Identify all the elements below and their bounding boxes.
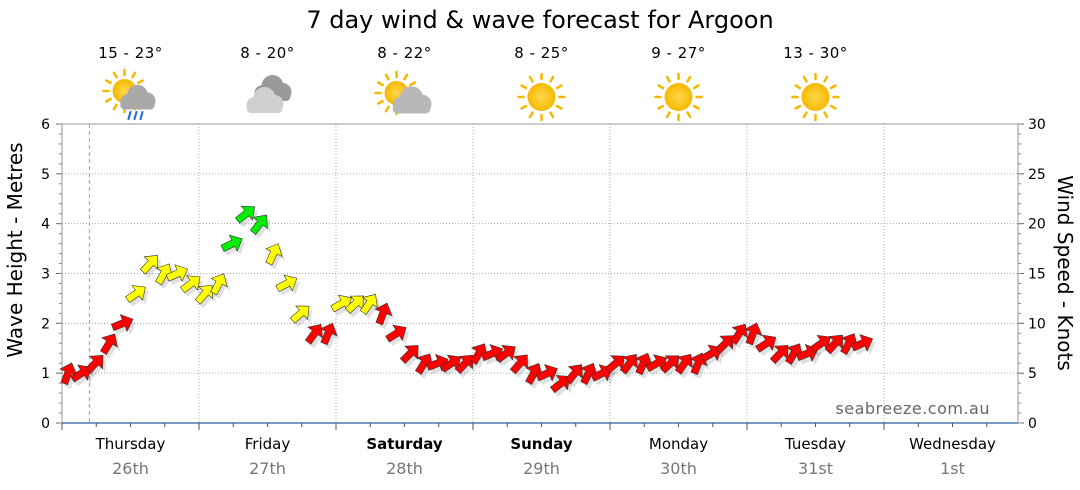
- wind-arrow: [729, 323, 748, 345]
- wind-arrow: [674, 353, 693, 375]
- day-date-label: 30th: [660, 459, 697, 478]
- temperature-label: 8 - 25°: [514, 44, 569, 62]
- wind-arrow: [714, 335, 734, 354]
- wind-arrow: [84, 354, 104, 374]
- temperature-label: 9 - 27°: [651, 44, 706, 62]
- right-tick-label: 10: [1028, 316, 1046, 332]
- wind-arrow: [179, 275, 201, 294]
- temperature-label: 8 - 20°: [240, 44, 295, 62]
- sun-cloud-rain-icon: [102, 68, 156, 121]
- wind-arrow: [850, 334, 874, 352]
- right-tick-label: 15: [1028, 267, 1046, 283]
- right-axis: 0 5 10 15 20 25 30: [1018, 117, 1046, 432]
- day-date-label: 26th: [112, 459, 149, 478]
- left-tick-label: 6: [41, 117, 50, 133]
- left-tick-label: 3: [41, 267, 50, 283]
- temperature-label: 13 - 30°: [783, 44, 848, 62]
- wind-arrow: [125, 285, 146, 304]
- cloudy-icon: [246, 75, 292, 113]
- temperature-label: 8 - 22°: [377, 44, 432, 62]
- day-name-label: Thursday: [95, 435, 166, 453]
- day-name-label: Monday: [649, 435, 708, 453]
- wind-arrow: [549, 375, 571, 394]
- left-axis: 0 1 2 3 4 5 6: [41, 117, 62, 432]
- wind-arrow: [234, 205, 255, 224]
- right-axis-label: Wind Speed - Knots: [1053, 175, 1077, 371]
- day-date-label: 29th: [523, 459, 560, 478]
- right-tick-label: 0: [1028, 416, 1037, 432]
- wind-arrow: [399, 345, 419, 364]
- wind-arrow: [385, 324, 407, 343]
- wind-arrow: [564, 364, 583, 385]
- wind-arrow: [374, 302, 393, 326]
- left-tick-label: 0: [41, 416, 50, 432]
- day-name-label: Sunday: [510, 435, 573, 453]
- wind-arrow: [744, 322, 763, 346]
- sun-cloud-icon: [374, 70, 432, 116]
- day-date-label: 31st: [798, 459, 833, 478]
- right-tick-label: 20: [1028, 217, 1046, 233]
- day-date-label: 1st: [940, 459, 965, 478]
- wind-arrows: [59, 205, 876, 397]
- wind-arrow: [824, 334, 843, 355]
- wind-arrow: [210, 273, 228, 296]
- right-tick-label: 30: [1028, 117, 1046, 133]
- sun-icon: [791, 72, 840, 122]
- wind-arrow: [249, 214, 268, 235]
- weather-icons-row: [102, 68, 840, 122]
- wind-arrow: [275, 274, 298, 293]
- wind-arrow: [304, 324, 323, 345]
- temperature-label: 15 - 23°: [98, 44, 163, 62]
- day-name-label: Wednesday: [909, 435, 996, 453]
- day-date-label: 28th: [386, 459, 423, 478]
- day-name-label: Friday: [245, 435, 291, 453]
- wind-arrow: [454, 354, 474, 375]
- wind-arrow: [495, 344, 516, 363]
- wind-arrow: [359, 293, 378, 315]
- day-date-label: 27th: [249, 459, 286, 478]
- day-name-label: Saturday: [366, 435, 443, 453]
- left-tick-label: 4: [41, 217, 50, 233]
- left-tick-label: 1: [41, 366, 50, 382]
- day-name-label: Tuesday: [784, 435, 846, 453]
- right-tick-label: 5: [1028, 366, 1037, 382]
- day-axis: Thursday 26th Friday 27th Saturday 28th Sunday…: [61, 423, 996, 478]
- wind-arrow: [100, 333, 118, 355]
- wind-arrow: [165, 264, 189, 283]
- wind-arrow: [755, 334, 777, 353]
- chart-title: 7 day wind & wave forecast for Argoon: [306, 6, 773, 34]
- wind-arrow: [535, 364, 558, 382]
- wind-arrow: [319, 322, 338, 346]
- left-axis-label: Wave Height - Metres: [3, 142, 27, 357]
- wind-arrow: [220, 234, 243, 252]
- left-tick-label: 2: [41, 316, 50, 332]
- right-tick-label: 25: [1028, 167, 1046, 183]
- sun-icon: [654, 72, 703, 122]
- wind-arrow: [110, 314, 134, 333]
- wind-arrow: [265, 243, 283, 266]
- wind-arrow: [289, 305, 310, 324]
- temperature-row: 15 - 23° 8 - 20° 8 - 22° 8 - 25° 9 - 27° 13 -…: [98, 44, 848, 62]
- wind-arrow: [619, 354, 638, 375]
- left-tick-label: 5: [41, 167, 50, 183]
- sun-icon: [517, 72, 566, 122]
- brand-watermark: seabreeze.com.au: [835, 399, 990, 418]
- wind-arrow: [194, 284, 213, 305]
